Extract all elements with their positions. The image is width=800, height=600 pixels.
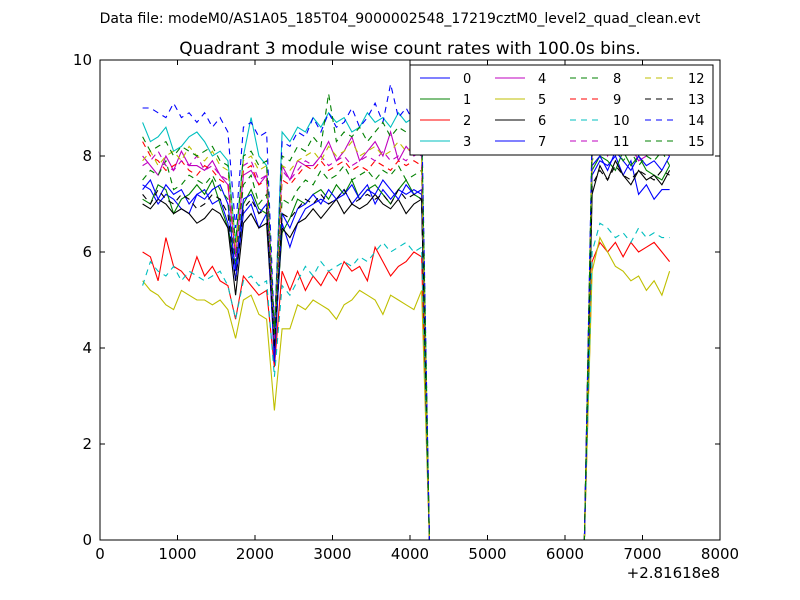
x-tick-label: 2000	[236, 545, 274, 563]
legend-label-12: 12	[688, 72, 705, 87]
y-tick-label: 4	[82, 339, 92, 357]
x-tick-label: 5000	[468, 545, 506, 563]
x-tick-label: 4000	[391, 545, 429, 563]
legend-label-3: 3	[463, 135, 471, 150]
x-tick-label: 7000	[623, 545, 661, 563]
legend-label-9: 9	[613, 93, 621, 108]
chart-title: Quadrant 3 module wise count rates with …	[179, 39, 640, 59]
legend-label-14: 14	[688, 114, 705, 129]
y-tick-label: 0	[82, 531, 92, 549]
x-tick-label: 0	[95, 545, 105, 563]
legend-label-1: 1	[463, 93, 471, 108]
legend-label-6: 6	[538, 114, 546, 129]
y-tick-label: 10	[73, 51, 92, 69]
x-tick-label: 1000	[158, 545, 196, 563]
legend-label-13: 13	[688, 93, 705, 108]
legend-label-5: 5	[538, 93, 546, 108]
y-tick-label: 2	[82, 435, 92, 453]
x-tick-label: 6000	[546, 545, 584, 563]
legend-label-10: 10	[613, 114, 630, 129]
legend-label-4: 4	[538, 72, 546, 87]
x-tick-label: 8000	[701, 545, 739, 563]
legend-label-2: 2	[463, 114, 471, 129]
y-tick-label: 8	[82, 147, 92, 165]
x-axis-offset-label: +2.81618e8	[627, 564, 720, 582]
legend-label-15: 15	[688, 135, 705, 150]
legend-label-7: 7	[538, 135, 546, 150]
series-line-9	[142, 125, 671, 541]
legend-label-0: 0	[463, 72, 471, 87]
series-line-8	[142, 140, 671, 541]
y-tick-label: 6	[82, 243, 92, 261]
x-tick-label: 3000	[313, 545, 351, 563]
legend-frame	[409, 64, 714, 156]
legend-label-11: 11	[613, 135, 630, 150]
figure-suptitle: Data file: modeM0/AS1A05_185T04_90000025…	[100, 11, 701, 27]
legend-label-8: 8	[613, 72, 621, 87]
